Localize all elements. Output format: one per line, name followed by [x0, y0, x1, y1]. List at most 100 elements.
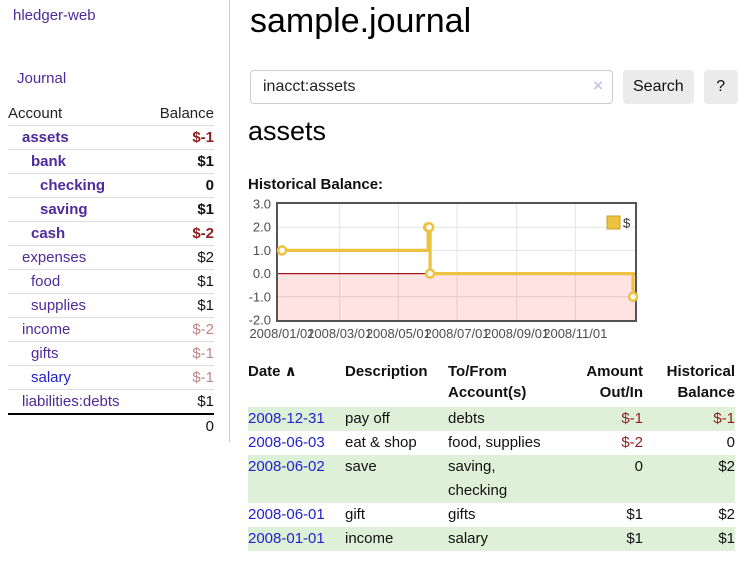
- sidebar-account-supplies[interactable]: supplies: [31, 297, 87, 314]
- svg-text:2008/05/01: 2008/05/01: [366, 326, 431, 341]
- accounts-total-row: 0: [8, 413, 214, 438]
- chart-title: Historical Balance:: [248, 176, 384, 193]
- account-cell: salary: [8, 365, 147, 390]
- account-balance: $-2: [146, 317, 214, 342]
- transaction-row: 2008-06-03 eat & shop food, supplies $-2 0: [248, 431, 735, 455]
- transaction-balance: $1: [718, 530, 735, 547]
- historical-balance-chart: 3.0 2.0 1.0 0.0 -1.0 -2.02008/01/012008/03/01…: [249, 198, 639, 341]
- account-row: food $1: [8, 269, 214, 294]
- transaction-date-link[interactable]: 2008-06-03: [248, 434, 325, 451]
- account-cell: income: [8, 317, 147, 342]
- transaction-accounts: food, supplies: [448, 434, 541, 451]
- svg-text:-1.0: -1.0: [249, 289, 271, 304]
- svg-text:2.0: 2.0: [253, 220, 271, 235]
- transaction-date-link[interactable]: 2008-06-02: [248, 458, 325, 475]
- svg-text:2008/11/01: 2008/11/01: [543, 326, 607, 341]
- transaction-date-cell: 2008-06-02: [248, 455, 345, 503]
- sidebar-account-assets[interactable]: assets: [22, 129, 69, 146]
- transaction-row: 2008-01-01 income salary $1 $1: [248, 527, 735, 551]
- transaction-amount: $1: [626, 530, 643, 547]
- account-balance: $2: [146, 245, 214, 270]
- sidebar-account-checking[interactable]: checking: [40, 177, 106, 194]
- svg-text:1.0: 1.0: [253, 243, 271, 258]
- transaction-date-link[interactable]: 2008-01-01: [248, 530, 325, 547]
- account-cell: cash: [8, 221, 147, 246]
- search-form: × Search ?: [250, 70, 738, 104]
- transaction-accounts: debts: [448, 410, 485, 427]
- sidebar-account-food[interactable]: food: [31, 273, 61, 290]
- brand-link[interactable]: hledger-web: [13, 7, 96, 24]
- transaction-row: 2008-12-31 pay off debts $-1 $-1: [248, 407, 735, 431]
- account-cell: saving: [8, 197, 147, 222]
- account-cell: liabilities:debts: [8, 389, 147, 415]
- account-cell: checking: [8, 173, 147, 198]
- search-button[interactable]: Search: [623, 70, 694, 104]
- transaction-date-link[interactable]: 2008-12-31: [248, 410, 325, 427]
- column-header-date[interactable]: Date ∧: [248, 363, 297, 380]
- account-balance: $1: [146, 149, 214, 174]
- transaction-balance: $2: [718, 506, 735, 523]
- search-input-wrap: ×: [250, 70, 613, 104]
- transaction-description: income: [345, 530, 394, 547]
- account-cell: supplies: [8, 293, 147, 318]
- svg-text:3.0: 3.0: [253, 198, 271, 212]
- sidebar-account-cash[interactable]: cash: [31, 225, 66, 242]
- transaction-balance: $-1: [713, 410, 735, 427]
- transaction-date-cell: 2008-12-31: [248, 407, 345, 431]
- account-balance: 0: [146, 173, 214, 198]
- column-header-amount-out-in: Amount Out/In: [586, 363, 643, 401]
- account-heading: assets: [248, 116, 327, 146]
- account-balance: $1: [146, 269, 214, 294]
- account-cell: bank: [8, 149, 147, 174]
- accounts-total-balance: 0: [146, 413, 214, 438]
- account-row: cash $-2: [8, 221, 214, 246]
- account-balance: $-1: [146, 365, 214, 390]
- svg-text:2008/01/01: 2008/01/01: [249, 326, 314, 341]
- transaction-row: 2008-06-02 save saving, checking 0 $2: [248, 455, 735, 503]
- clear-search-icon[interactable]: ×: [593, 76, 603, 95]
- register-table: Date ∧ Description To/From Account(s) Amoun…: [248, 361, 735, 551]
- accounts-header-account: Account: [8, 102, 147, 126]
- account-cell: food: [8, 269, 147, 294]
- account-row: salary $-1: [8, 365, 214, 390]
- sidebar-item-journal[interactable]: Journal: [17, 70, 67, 87]
- account-row: supplies $1: [8, 293, 214, 318]
- transaction-accounts: gifts: [448, 506, 476, 523]
- transaction-accounts: saving, checking: [448, 458, 508, 499]
- transaction-description: save: [345, 458, 377, 475]
- account-row: assets $-1: [8, 125, 214, 150]
- transaction-date-cell: 2008-06-01: [248, 503, 345, 527]
- sidebar-account-gifts[interactable]: gifts: [31, 345, 59, 362]
- sidebar-account-salary[interactable]: salary: [31, 369, 72, 386]
- sidebar-account-bank[interactable]: bank: [31, 153, 67, 170]
- transaction-date-cell: 2008-01-01: [248, 527, 345, 551]
- transaction-description: gift: [345, 506, 366, 523]
- transaction-row: 2008-06-01 gift gifts $1 $2: [248, 503, 735, 527]
- sidebar-account-saving[interactable]: saving: [40, 201, 88, 218]
- sidebar-account-income[interactable]: income: [22, 321, 71, 338]
- transaction-date-link[interactable]: 2008-06-01: [248, 506, 325, 523]
- sidebar-account-liabilities-debts[interactable]: liabilities:debts: [22, 393, 120, 410]
- accounts-table: Account Balance assets $-1 bank $1 checking 0…: [8, 102, 214, 438]
- account-balance: $1: [146, 389, 214, 415]
- legend-label: $: [623, 216, 631, 231]
- transaction-description: eat & shop: [345, 434, 417, 451]
- transaction-amount: $1: [626, 506, 643, 523]
- sidebar-account-expenses[interactable]: expenses: [22, 249, 87, 266]
- account-cell: assets: [8, 125, 147, 150]
- account-balance: $1: [146, 197, 214, 222]
- transaction-description: pay off: [345, 410, 390, 427]
- svg-text:0.0: 0.0: [253, 266, 271, 281]
- transaction-accounts: salary: [448, 530, 489, 547]
- account-balance: $-1: [146, 341, 214, 366]
- search-input[interactable]: [250, 70, 613, 104]
- help-button[interactable]: ?: [703, 70, 738, 104]
- svg-text:2008/07/01: 2008/07/01: [424, 326, 489, 341]
- register-header-row: Date ∧ Description To/From Account(s) Amoun…: [248, 361, 735, 407]
- account-row: income $-2: [8, 317, 214, 342]
- account-row: bank $1: [8, 149, 214, 174]
- account-balance: $1: [146, 293, 214, 318]
- column-header-description: Description: [345, 363, 428, 380]
- account-row: liabilities:debts $1: [8, 389, 214, 415]
